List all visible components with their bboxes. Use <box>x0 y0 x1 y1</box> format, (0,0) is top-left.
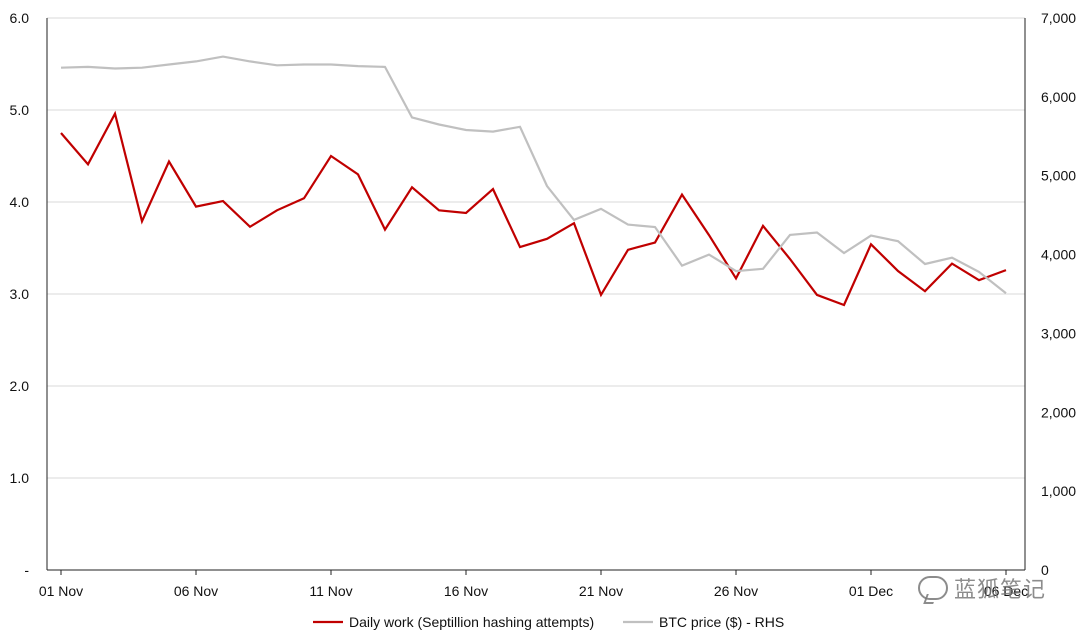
gridlines <box>47 17 1025 479</box>
y-left-tick-label: - <box>24 562 29 578</box>
x-tick-label: 26 Nov <box>714 583 758 599</box>
y-left-tick-label: 6.0 <box>10 10 30 26</box>
y-right-tick-label: 1,000 <box>1041 483 1076 499</box>
y-right-tick-label: 0 <box>1041 562 1049 578</box>
y-right-tick-label: 3,000 <box>1041 325 1076 341</box>
x-tick-label: 21 Nov <box>579 583 623 599</box>
x-tick-label: 16 Nov <box>444 583 488 599</box>
y-left-tick-label: 5.0 <box>10 102 30 118</box>
series-line-daily-work <box>60 110 1007 307</box>
y-left-tick-label: 1.0 <box>10 470 30 486</box>
legend-label: Daily work (Septillion hashing attempts) <box>349 614 594 630</box>
y-right-tick-label: 7,000 <box>1041 10 1076 26</box>
x-tick-label: 11 Nov <box>309 583 352 599</box>
y-left-tick-label: 2.0 <box>10 378 30 394</box>
legend-label: BTC price ($) - RHS <box>659 614 784 630</box>
series-line-btc-price <box>60 55 1007 295</box>
y-left-tick-label: 4.0 <box>10 194 30 210</box>
y-right-tick-label: 6,000 <box>1041 89 1076 105</box>
y-right-tick-label: 4,000 <box>1041 247 1076 263</box>
axes: - 1.0 2.0 3.0 4.0 5.0 6.0 0 1,000 2,000 3,000 4,000… <box>10 10 1077 599</box>
x-tick-label: 06 Nov <box>174 583 218 599</box>
y-left-tick-label: 3.0 <box>10 286 30 302</box>
series-lines <box>60 55 1007 307</box>
y-right-tick-label: 5,000 <box>1041 168 1076 184</box>
x-tick-label: 01 Dec <box>849 583 893 599</box>
x-tick-label: 06 Dec <box>984 583 1028 599</box>
x-tick-label: 01 Nov <box>39 583 83 599</box>
y-right-tick-label: 2,000 <box>1041 404 1076 420</box>
legend: Daily work (Septillion hashing attempts)… <box>313 614 784 630</box>
